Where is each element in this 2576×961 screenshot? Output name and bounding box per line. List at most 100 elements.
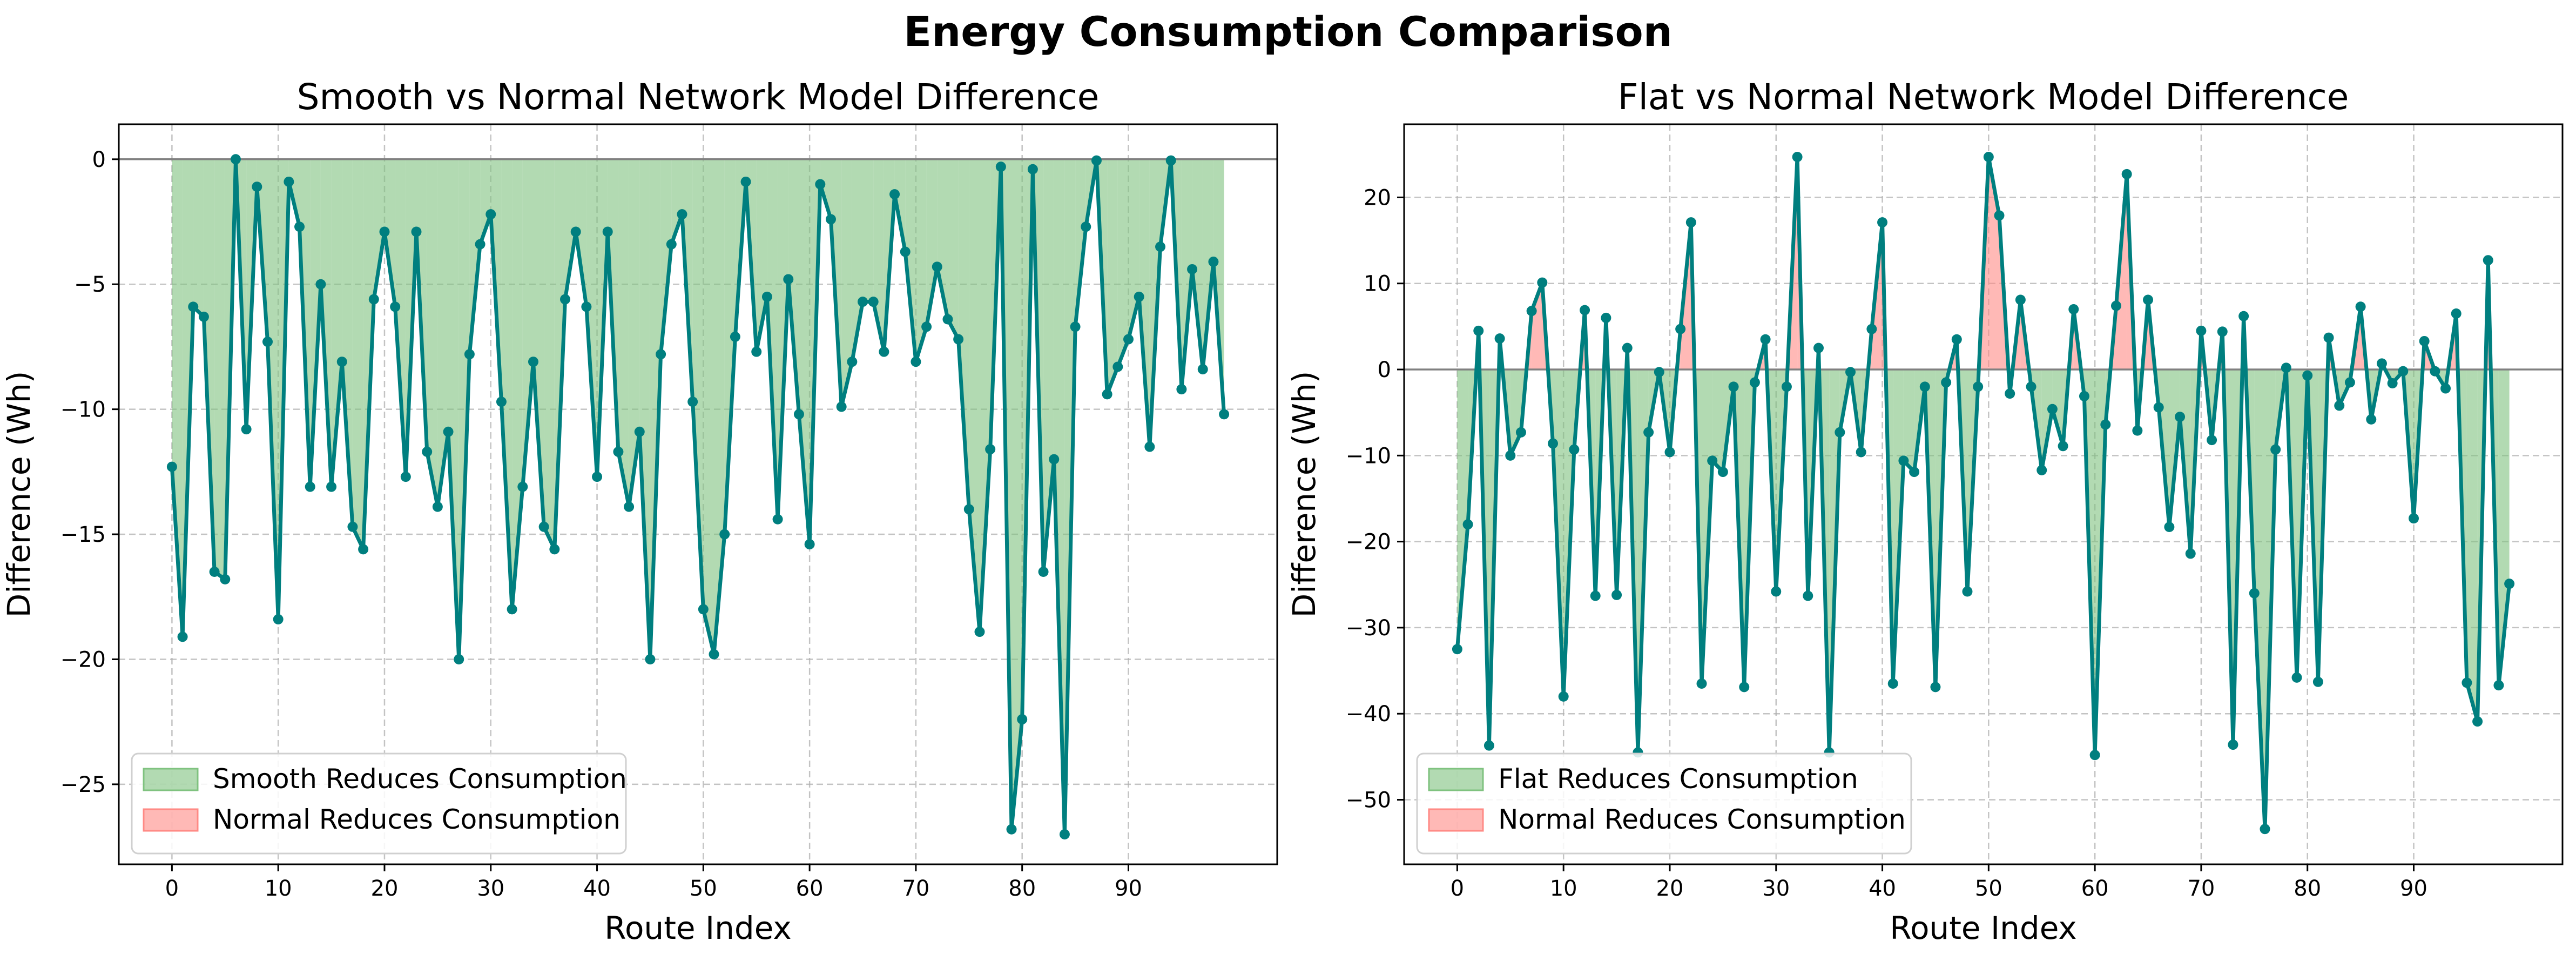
data-point [1548,438,1559,449]
data-point [751,346,762,357]
data-point [1070,321,1081,332]
data-point [825,214,836,225]
reduction-fill-segment [469,159,481,354]
data-point [475,239,485,250]
data-point [687,397,698,407]
data-point [1664,447,1675,458]
x-axis-label: Route Index [1890,910,2076,946]
data-point [1134,291,1144,302]
data-point [1462,519,1473,530]
reduction-fill-segment [724,159,736,535]
reduction-fill-segment [352,159,363,549]
data-point [1590,590,1601,601]
data-point [2312,676,2323,687]
data-point [1803,590,1813,601]
data-point [2110,300,2121,311]
x-tick-label: 70 [902,876,929,901]
data-point [1941,377,1952,388]
x-tick-label: 90 [1115,876,1142,901]
data-point [368,294,379,305]
reduction-fill-segment [1712,369,1723,472]
reduction-fill-segment [1011,159,1022,830]
data-point [411,226,422,237]
reduction-fill-segment [629,159,640,507]
data-point [390,301,401,312]
reduction-fill-segment [427,159,438,507]
data-point [740,176,751,187]
reduction-fill-segment [692,159,704,609]
reduction-fill-segment [1457,369,1468,649]
data-point [1505,450,1516,461]
data-point [2058,441,2068,452]
data-point [273,614,284,624]
y-tick-label: −30 [1346,616,1391,641]
data-point [1781,381,1792,392]
legend-box [1416,752,1912,855]
data-point [1739,682,1750,693]
data-point [528,357,538,367]
data-point [1483,740,1494,751]
data-point [1909,467,1920,478]
data-point [581,301,592,312]
data-point [1728,381,1739,392]
data-point [974,627,985,637]
reduction-fill-segment [2466,369,2478,722]
y-tick-label: −5 [74,272,106,297]
x-tick-label: 30 [1762,876,1790,901]
x-tick-label: 20 [1656,876,1684,901]
data-point [2302,370,2313,381]
data-point [1537,277,1548,288]
data-point [1792,152,1803,163]
data-point [1006,824,1017,835]
data-point [517,481,528,492]
x-tick-label: 10 [265,876,292,901]
data-point [400,472,411,482]
reduction-fill-segment [565,159,576,299]
reduction-fill-segment [1203,159,1213,369]
legend-label: Normal Reduces Consumption [1498,804,1906,835]
reduction-fill-segment [958,159,969,509]
reduction-fill-segment [948,159,959,339]
data-point [2355,301,2366,312]
data-point [2430,366,2440,377]
data-point [2493,680,2504,691]
data-point [1038,566,1049,577]
data-point [326,481,337,492]
reduction-fill-segment [480,159,491,245]
legend: Smooth Reduces Consumption Normal Reduces… [131,752,627,855]
reduction-fill-segment [214,159,225,580]
y-tick-label: 0 [1378,358,1391,382]
data-point [709,649,719,660]
chart-panel-2: 0 10 20 30 40 50 60 70 80 90 20 10 0 −10 −20 −30 −40 −50 F… [1286,76,2564,946]
data-point [656,349,666,360]
data-point [2334,400,2345,411]
y-tick-label: −10 [1346,443,1391,468]
data-point [560,294,571,305]
x-tick-label: 10 [1550,876,1577,901]
legend-swatch [1428,768,1484,791]
figure-title: Energy Consumption Comparison [903,8,1673,56]
data-point [995,162,1006,172]
data-point [2121,169,2132,179]
reduction-fill-segment [980,159,990,632]
data-point [379,226,390,237]
x-tick-label: 80 [2294,876,2321,901]
x-tick-label: 0 [165,876,179,901]
reduction-fill-segment [544,159,555,549]
data-point [592,472,603,482]
reduction-fill-segment [799,159,810,545]
data-point [1930,682,1941,693]
data-point [198,311,209,322]
data-point [932,261,942,272]
chart-panel-1: 0 10 20 30 40 50 60 70 80 90 0 −5 −10 −15 −20 −25 Smooth… [1,76,1278,946]
data-point [315,279,326,290]
data-point [1622,342,1633,353]
reduction-fill-segment [193,159,204,317]
data-point [2291,672,2302,683]
data-point [454,654,464,664]
data-point [1973,381,1984,392]
panel-title: Flat vs Normal Network Model Difference [1618,76,2349,118]
data-point [2270,444,2281,455]
difference-series-line [170,157,1226,836]
